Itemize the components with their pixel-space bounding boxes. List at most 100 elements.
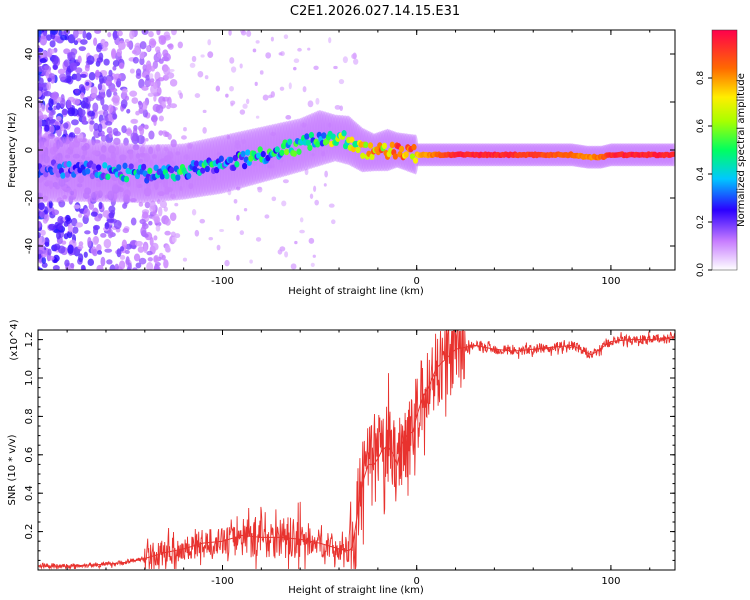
noise-speckle [315,97,320,105]
noise-speckle [47,248,52,256]
noise-speckle [54,121,59,126]
noise-speckle [313,185,317,192]
noise-speckle [39,229,46,236]
noise-speckle [80,39,88,45]
noise-speckle [146,45,151,52]
noise-speckle [339,105,344,111]
noise-speckle [107,228,114,239]
noise-speckle [67,34,76,44]
noise-speckle [116,248,122,258]
noise-speckle [265,52,272,59]
noise-speckle [67,224,73,233]
ridge-point [234,161,240,168]
noise-speckle [307,100,314,108]
noise-speckle [52,64,58,70]
colorbar-label: Normalized spectral amplitude [736,73,747,227]
noise-speckle [49,125,55,134]
noise-speckle [202,126,207,134]
noise-speckle [132,56,139,64]
ridge-point [257,146,263,153]
noise-speckle [112,65,117,71]
noise-speckle [191,55,197,63]
noise-speckle [135,68,142,76]
noise-speckle [167,96,172,106]
noise-speckle [118,260,126,270]
noise-speckle [142,64,147,72]
ridge-point [186,172,192,180]
noise-speckle [144,78,151,88]
ridge-point [141,163,147,171]
noise-speckle [169,79,178,87]
noise-speckle [87,110,96,117]
noise-speckle [56,231,61,240]
ridge-point [283,148,290,156]
noise-speckle [38,220,42,228]
ridge-point [412,157,419,164]
noise-speckle [92,102,99,112]
y-tick-label: -40 [24,238,35,254]
noise-speckle [208,236,214,241]
colorbar-tick-label: 0.4 [696,167,706,182]
noise-speckle [161,56,169,62]
noise-speckle [194,93,201,98]
noise-speckle [106,88,112,98]
ridge-point [147,167,153,175]
ridge-point [670,151,675,157]
noise-speckle [95,95,103,101]
ridge-point [389,141,395,149]
noise-speckle [167,133,172,140]
noise-speckle [48,111,54,120]
noise-speckle [138,257,147,265]
noise-speckle [116,48,123,57]
noise-speckle [38,231,41,239]
noise-speckle [207,39,212,46]
noise-speckle [48,97,54,108]
noise-speckle [150,242,159,251]
noise-speckle [77,244,84,250]
noise-speckle [156,30,161,36]
noise-speckle [138,107,144,114]
ridge-point [102,162,108,169]
noise-speckle [139,125,145,136]
noise-speckle [233,198,238,204]
ridge-point [308,131,315,139]
noise-speckle [124,95,130,101]
noise-speckle [38,65,45,72]
ridge-point [64,171,71,178]
noise-speckle [239,109,246,115]
noise-speckle [202,109,207,114]
noise-speckle [98,74,104,85]
noise-speckle [164,230,171,236]
noise-speckle [239,63,243,69]
noise-speckle [97,250,103,255]
noise-speckle [77,55,82,64]
noise-speckle [90,86,98,96]
top-x-axis-label: Height of straight line (km) [288,286,424,297]
noise-speckle [85,81,90,86]
x-tick-label: 100 [601,276,620,287]
ridge-point [228,156,234,164]
noise-speckle [122,228,130,234]
chart-title: C2E1.2026.027.14.15.E31 [290,4,460,19]
ridge-point [95,164,102,171]
noise-speckle [131,49,137,55]
noise-speckle [97,123,103,133]
noise-speckle [162,131,169,138]
noise-speckle [158,35,167,46]
noise-speckle [48,223,57,231]
noise-speckle [133,253,141,262]
noise-speckle [249,259,253,264]
noise-speckle [93,225,99,236]
noise-speckle [137,246,145,253]
noise-speckle [145,74,151,81]
noise-speckle [140,226,147,237]
noise-speckle [71,119,79,126]
ridge-point [204,165,210,173]
noise-speckle [112,127,119,136]
noise-speckle [142,109,148,118]
noise-speckle [51,209,60,216]
noise-speckle [127,262,132,270]
y-tick-label: 0.6 [24,447,35,463]
noise-speckle [167,43,174,50]
noise-speckle [163,65,171,76]
